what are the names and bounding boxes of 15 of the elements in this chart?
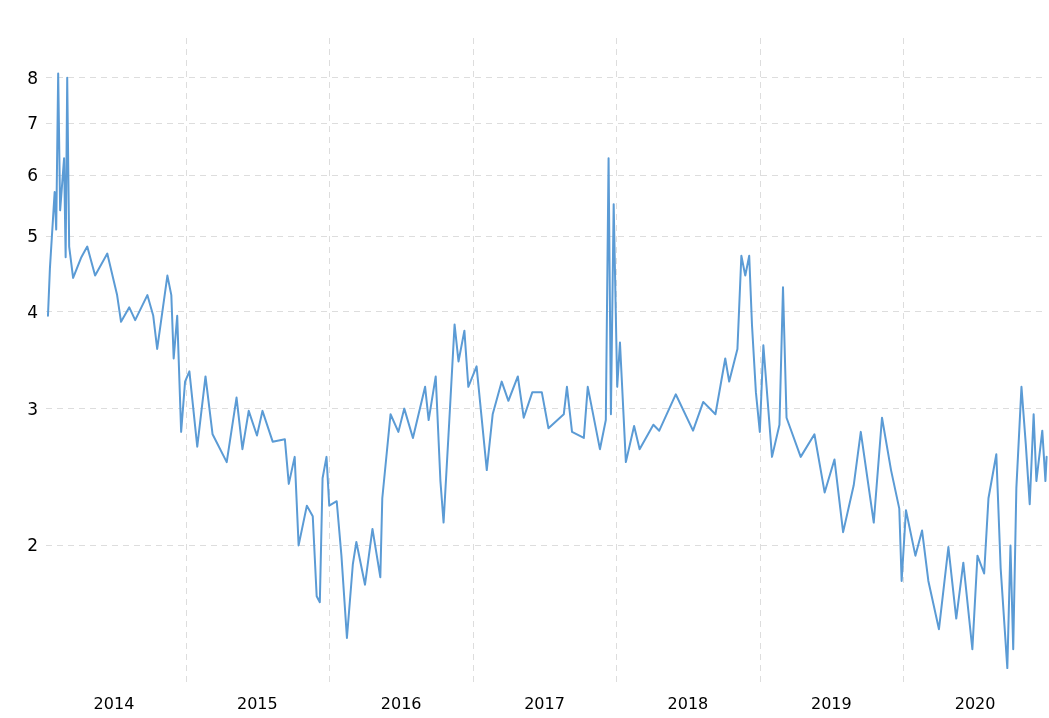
x-tick-label: 2014 — [93, 693, 135, 713]
x-tick-label: 2016 — [380, 693, 422, 713]
x-tick-label: 2018 — [667, 693, 709, 713]
y-tick-label: 7 — [27, 112, 38, 133]
y-tick-label: 3 — [27, 398, 38, 419]
y-tick-label: 5 — [27, 226, 38, 247]
x-tick-label: 2019 — [810, 693, 852, 713]
x-tick-label: 2020 — [954, 693, 996, 713]
line-series — [46, 72, 1048, 670]
y-tick-label: 8 — [27, 67, 38, 88]
y-tick-label: 2 — [27, 535, 38, 556]
x-tick-label: 2015 — [237, 693, 278, 713]
y-tick-label: 4 — [27, 301, 38, 322]
y-tick-label: 6 — [27, 164, 38, 185]
x-tick-label: 2017 — [524, 693, 565, 713]
